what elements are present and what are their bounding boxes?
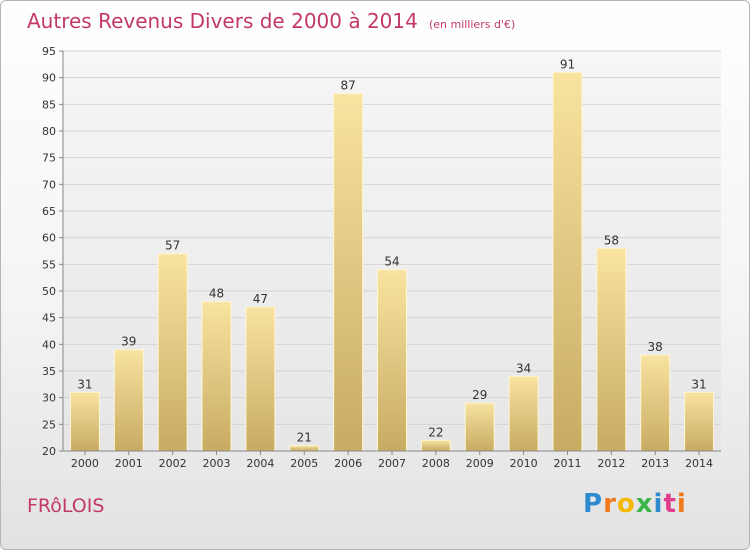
y-tick-label: 50 [42,285,56,298]
y-tick-label: 95 [42,45,56,58]
y-tick-label: 85 [42,98,56,111]
bar-value-label: 47 [253,292,268,306]
bar-value-label: 22 [428,425,443,439]
logo-letter: r [603,489,617,519]
bars: 31 39 57 48 47 21 87 54 22 29 34 91 58 38 31 [69,57,715,452]
x-tick-label: 2002 [159,457,187,470]
bar [640,354,671,452]
logo-letter: i [676,489,687,519]
bar-value-label: 21 [297,431,312,445]
bar [201,301,232,452]
x-tick-label: 2003 [203,457,231,470]
bar-value-label: 34 [516,361,531,375]
x-tick-label: 2014 [685,457,713,470]
bar [245,306,276,452]
y-tick-label: 65 [42,205,56,218]
x-tick-label: 2009 [466,457,494,470]
logo-letter: P [583,489,604,519]
logo-letter: i [653,489,664,519]
bar [464,402,495,452]
logo-letter: o [616,489,636,519]
bar-value-label: 48 [209,287,224,301]
chart-title: Autres Revenus Divers de 2000 à 2014 [27,9,418,33]
bar-value-label: 31 [691,377,706,391]
y-tick-label: 35 [42,365,56,378]
bar-value-label: 39 [121,335,136,349]
bar [508,375,539,452]
bar [333,93,364,452]
y-tick-label: 60 [42,232,56,245]
bar-value-label: 29 [472,388,487,402]
y-tick-label: 55 [42,258,56,271]
y-axis: 20 25 30 35 40 45 50 55 60 65 70 75 80 85 90 95 [42,45,64,458]
logo-letter: x [635,489,654,519]
bar [113,349,144,452]
x-tick-label: 2006 [334,457,362,470]
chart-unit: (en milliers d'€) [428,18,516,31]
bar [377,269,407,452]
bar [157,253,188,452]
x-tick-label: 2000 [71,457,99,470]
bar-value-label: 31 [77,377,92,391]
bar [552,71,583,452]
bar-value-label: 54 [384,255,399,269]
y-tick-label: 70 [42,178,56,191]
proxiti-logo: Proxiti [583,489,687,519]
x-tick-label: 2001 [115,457,143,470]
y-tick-label: 30 [42,392,56,405]
x-axis: 2000 2001 2002 2003 2004 2005 2006 2007 2008 2009… [63,450,721,470]
bar [684,391,715,452]
bar-value-label: 57 [165,239,180,253]
bar-value-label: 38 [648,340,663,354]
bar-value-label: 58 [604,233,619,247]
logo-letter: t [663,489,677,519]
bar [420,439,451,452]
x-tick-label: 2011 [553,457,581,470]
y-tick-label: 75 [42,152,56,165]
y-tick-label: 40 [42,338,56,351]
x-tick-label: 2005 [290,457,318,470]
y-tick-label: 90 [42,72,56,85]
y-tick-label: 45 [42,312,56,325]
x-tick-label: 2004 [246,457,274,470]
commune-name: FRôLOIS [27,495,105,517]
bar [289,445,320,452]
bar [596,247,627,452]
y-tick-label: 20 [42,445,56,458]
bar-value-label: 91 [560,57,575,71]
y-tick-label: 25 [42,418,56,431]
x-tick-label: 2013 [641,457,669,470]
title-row: Autres Revenus Divers de 2000 à 2014 (en… [27,9,515,33]
x-tick-label: 2010 [510,457,538,470]
x-tick-label: 2007 [378,457,406,470]
y-tick-label: 80 [42,125,56,138]
bar [69,391,100,452]
x-tick-label: 2012 [597,457,625,470]
x-tick-label: 2008 [422,457,450,470]
bar-value-label: 87 [340,79,355,93]
